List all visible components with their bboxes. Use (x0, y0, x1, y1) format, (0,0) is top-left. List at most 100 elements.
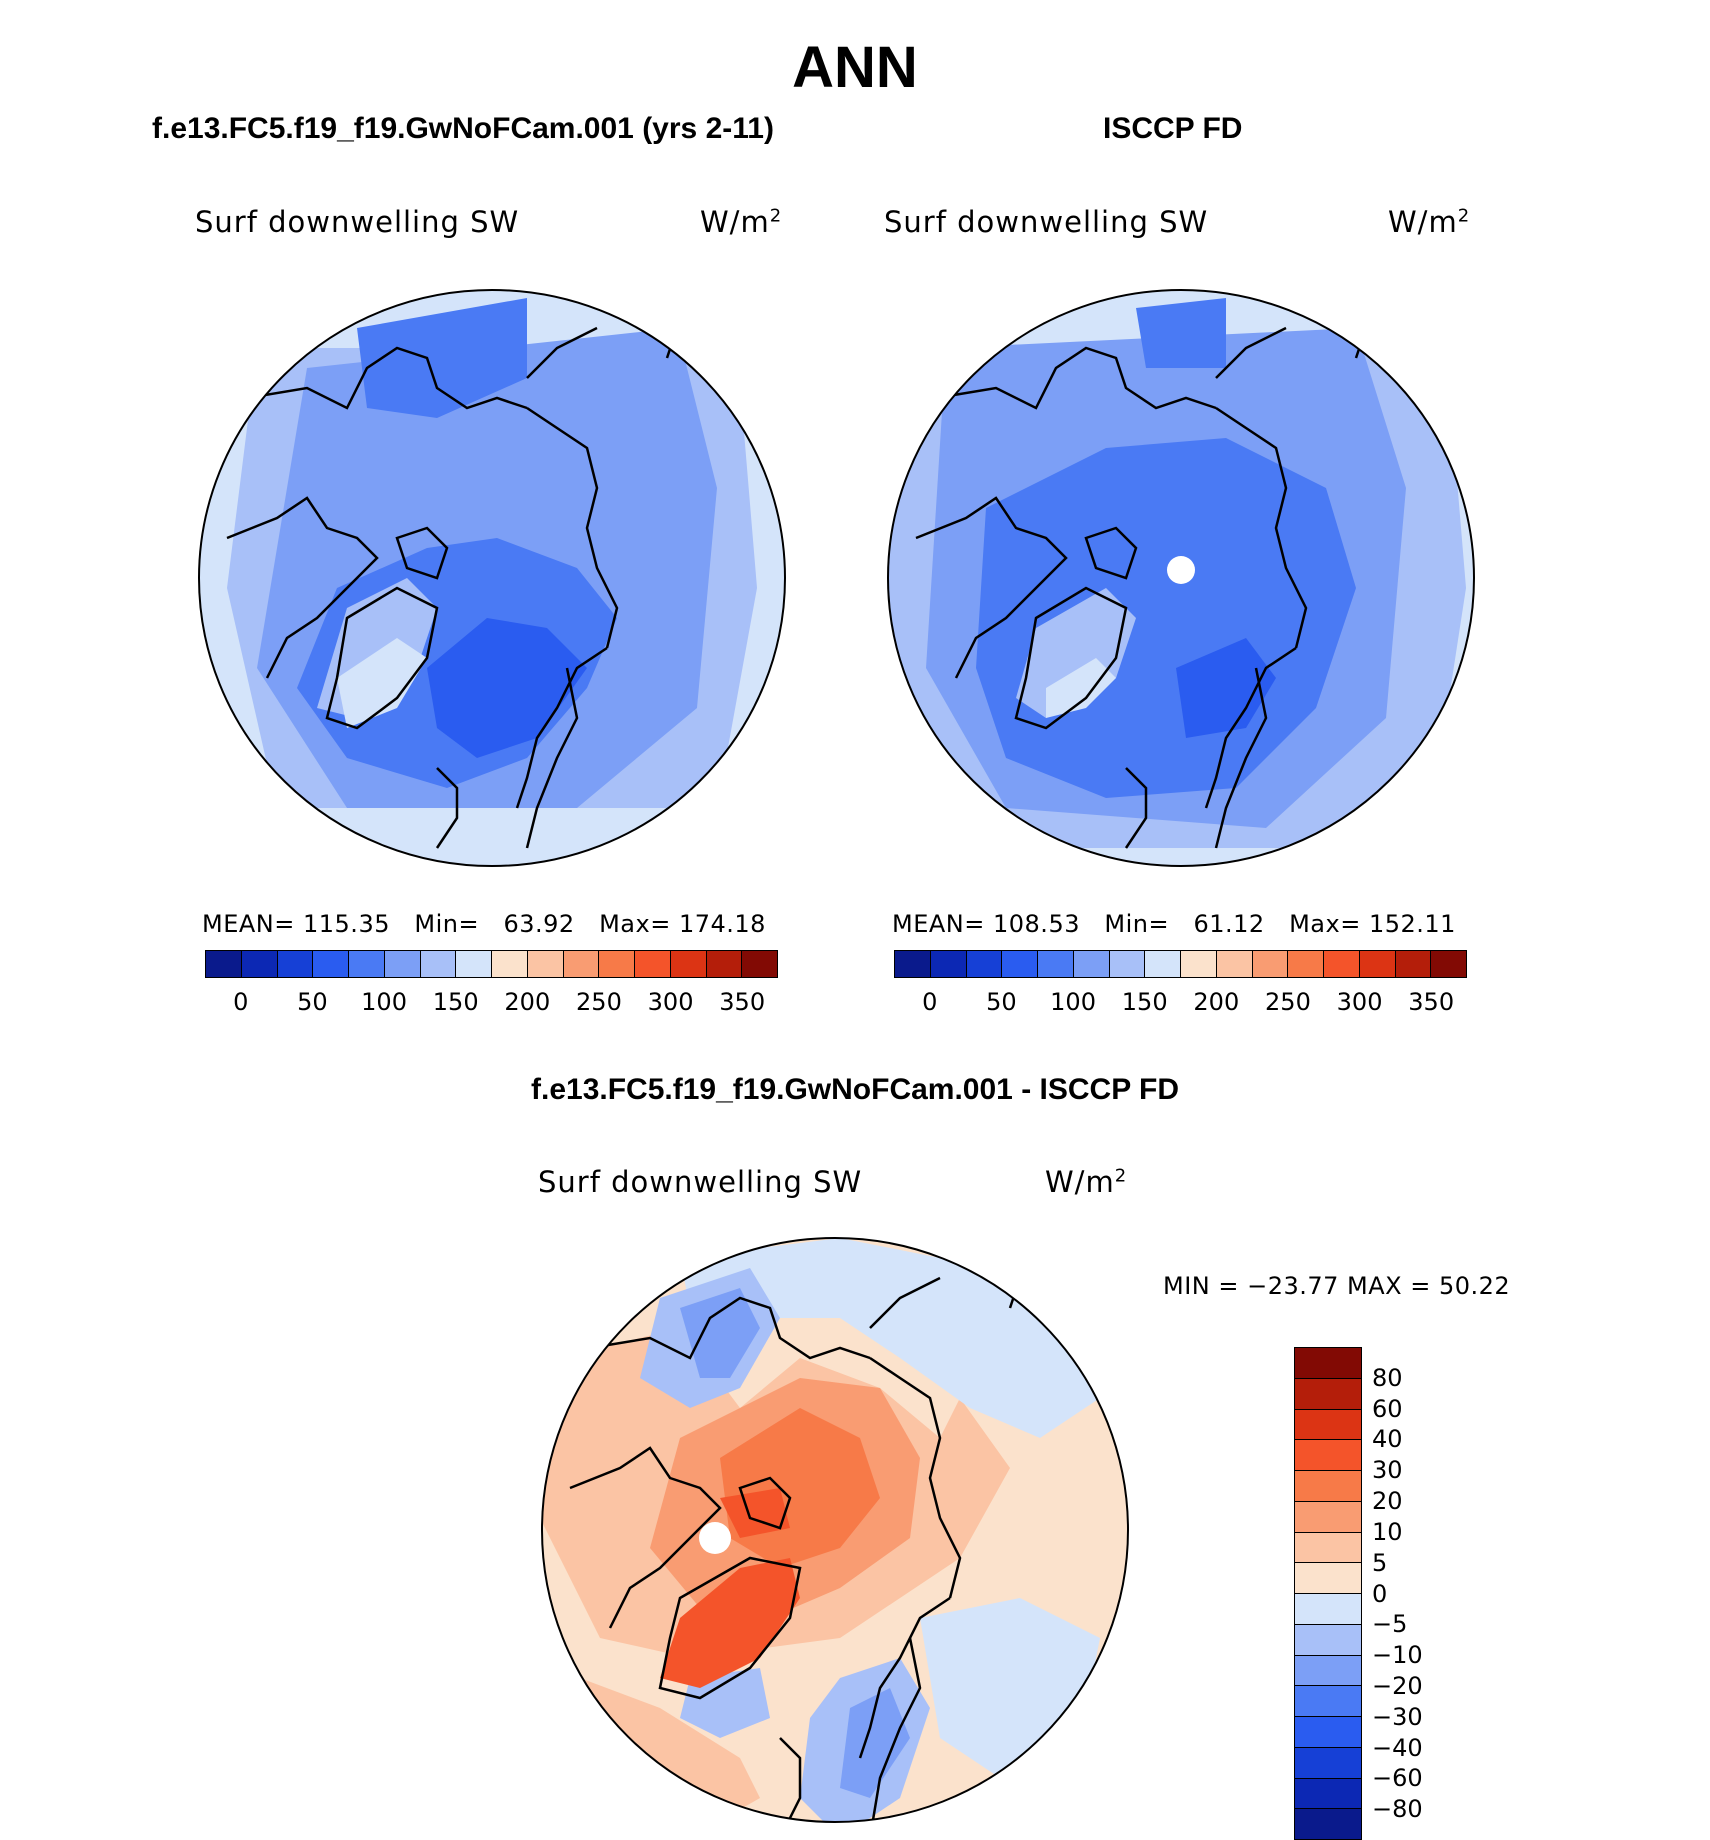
colorbar-swatch (1295, 1747, 1361, 1779)
colorbar-tick-label: 40 (1372, 1425, 1403, 1454)
colorbar-tick-label: 350 (719, 988, 766, 1016)
colorbar-swatch (1295, 1717, 1361, 1748)
colorbar-swatch (1295, 1501, 1361, 1533)
panel-1-map (198, 289, 786, 867)
panel-1-units-label: W/m2 (700, 205, 783, 239)
panel-2-colorbar-ticks: 0 50 100 150 200 250 300 350 (894, 988, 1467, 1018)
colorbar-tick-label: 0 (922, 988, 938, 1016)
colorbar-swatch (1109, 951, 1146, 977)
colorbar-swatch (206, 951, 242, 977)
panel-2-map (887, 289, 1475, 867)
panel-3-variable-label: Surf downwelling SW (538, 1165, 863, 1199)
colorbar-swatch (1324, 951, 1360, 977)
panel-3-colorbar-ticks: 80 60 40 30 20 10 5 0 −5 −10 −20 −30 −40 −60 −80 (1372, 1347, 1452, 1840)
colorbar-swatch (1216, 951, 1253, 977)
colorbar-swatch (1431, 951, 1466, 977)
colorbar-tick-label: −40 (1372, 1733, 1423, 1762)
colorbar-swatch (742, 951, 777, 977)
colorbar-swatch (492, 951, 528, 977)
panel-3-stats: MIN = −23.77 MAX = 50.22 (1163, 1272, 1511, 1300)
panel-1-variable-label: Surf downwelling SW (195, 205, 520, 239)
colorbar-tick-label: 100 (1050, 988, 1096, 1016)
colorbar-swatch (635, 951, 671, 977)
colorbar-tick-label: −10 (1372, 1641, 1423, 1670)
colorbar-swatch (1295, 1809, 1361, 1839)
colorbar-swatch (1038, 951, 1074, 977)
panel-3-units-label: W/m2 (1045, 1165, 1128, 1199)
colorbar-tick-label: −80 (1372, 1795, 1423, 1824)
colorbar-swatch (1181, 951, 1217, 977)
colorbar-tick-label: −20 (1372, 1671, 1423, 1700)
panel-2-colorbar (894, 950, 1467, 978)
colorbar-tick-label: 5 (1372, 1548, 1388, 1577)
panel-1-stats: MEAN= 115.35 Min= 63.92 Max= 174.18 (202, 910, 766, 938)
figure-title: ANN (792, 35, 918, 100)
colorbar-tick-label: 80 (1372, 1363, 1403, 1392)
colorbar-swatch (277, 951, 314, 977)
colorbar-swatch (1295, 1778, 1361, 1810)
panel-3-map (541, 1237, 1129, 1823)
colorbar-swatch (313, 951, 349, 977)
colorbar-tick-label: 350 (1408, 988, 1455, 1016)
colorbar-swatch (241, 951, 278, 977)
colorbar-tick-label: 300 (1336, 988, 1383, 1016)
colorbar-tick-label: 250 (576, 988, 622, 1016)
colorbar-tick-label: 250 (1265, 988, 1311, 1016)
colorbar-swatch (1295, 1686, 1361, 1717)
colorbar-swatch (1295, 1532, 1361, 1564)
panel-3-title: f.e13.FC5.f19_f19.GwNoFCam.001 - ISCCP F… (531, 1073, 1179, 1106)
colorbar-swatch (1295, 1471, 1361, 1502)
colorbar-swatch (1295, 1440, 1361, 1471)
colorbar-swatch (895, 951, 931, 977)
colorbar-swatch (1359, 951, 1396, 977)
colorbar-swatch (1395, 951, 1432, 977)
colorbar-swatch (384, 951, 421, 977)
colorbar-swatch (1002, 951, 1038, 977)
colorbar-tick-label: 0 (1372, 1579, 1388, 1608)
colorbar-swatch (1288, 951, 1324, 977)
colorbar-swatch (1145, 951, 1181, 977)
colorbar-tick-label: 300 (647, 988, 694, 1016)
panel-1-colorbar-ticks: 0 50 100 150 200 250 300 350 (205, 988, 778, 1018)
panel-2-stats: MEAN= 108.53 Min= 61.12 Max= 152.11 (892, 910, 1456, 938)
colorbar-swatch (966, 951, 1003, 977)
panel-2-variable-label: Surf downwelling SW (884, 205, 1209, 239)
colorbar-swatch (563, 951, 600, 977)
colorbar-tick-label: 30 (1372, 1456, 1403, 1485)
panel-2-units-label: W/m2 (1388, 205, 1471, 239)
colorbar-swatch (670, 951, 707, 977)
colorbar-tick-label: 200 (1193, 988, 1240, 1016)
colorbar-tick-label: 100 (361, 988, 407, 1016)
colorbar-swatch (1295, 1378, 1361, 1410)
colorbar-swatch (1295, 1655, 1361, 1687)
panel-3-colorbar (1294, 1347, 1362, 1840)
colorbar-swatch (599, 951, 635, 977)
colorbar-swatch (706, 951, 743, 977)
colorbar-swatch (1295, 1594, 1361, 1625)
colorbar-swatch (930, 951, 967, 977)
colorbar-swatch (1295, 1348, 1361, 1379)
colorbar-swatch (1295, 1563, 1361, 1594)
colorbar-tick-label: 60 (1372, 1394, 1403, 1423)
colorbar-swatch (420, 951, 457, 977)
colorbar-tick-label: −30 (1372, 1702, 1423, 1731)
colorbar-tick-label: 20 (1372, 1487, 1403, 1516)
colorbar-tick-label: 50 (986, 988, 1017, 1016)
colorbar-tick-label: 50 (297, 988, 328, 1016)
colorbar-tick-label: 10 (1372, 1517, 1403, 1546)
panel-1-colorbar (205, 950, 778, 978)
panel-2-title: ISCCP FD (1103, 112, 1243, 145)
colorbar-tick-label: 0 (233, 988, 249, 1016)
colorbar-swatch (1252, 951, 1289, 977)
colorbar-tick-label: −5 (1372, 1610, 1408, 1639)
colorbar-swatch (456, 951, 492, 977)
colorbar-swatch (1295, 1624, 1361, 1656)
colorbar-tick-label: 200 (504, 988, 551, 1016)
colorbar-swatch (1295, 1409, 1361, 1441)
colorbar-swatch (349, 951, 385, 977)
colorbar-tick-label: 150 (432, 988, 479, 1016)
panel-1-title: f.e13.FC5.f19_f19.GwNoFCam.001 (yrs 2-11… (152, 112, 774, 145)
colorbar-tick-label: −60 (1372, 1764, 1423, 1793)
colorbar-tick-label: 150 (1121, 988, 1168, 1016)
colorbar-swatch (1073, 951, 1110, 977)
